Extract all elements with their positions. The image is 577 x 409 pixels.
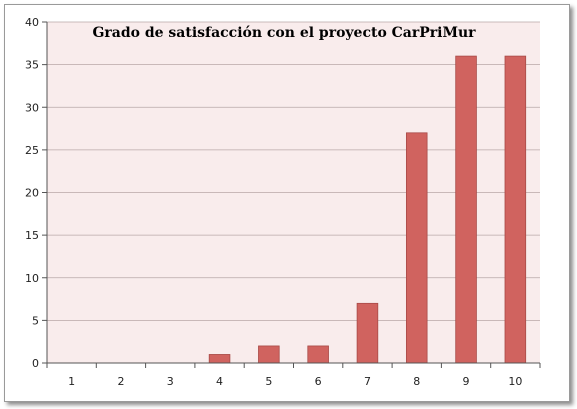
bar-4 [208,354,231,364]
x-tick-label: 7 [364,375,371,388]
chart-title: Grado de satisfacción con el proyecto Ca… [92,25,476,41]
x-tick-label: 5 [265,375,272,388]
bar-10 [504,55,527,364]
y-tick-label: 40 [25,16,39,29]
bar-9 [455,55,477,364]
x-tick-label: 8 [413,375,420,388]
x-tick-label: 2 [117,375,124,388]
y-tick-label: 15 [25,229,39,242]
y-tick-label: 0 [32,357,39,370]
x-tick-label: 4 [216,375,223,388]
x-tick-label: 6 [315,375,322,388]
y-tick-label: 20 [25,187,39,200]
y-tick-label: 25 [25,144,39,157]
x-axis-ticks: 1 2 3 4 5 6 7 8 9 10 [46,363,541,388]
y-tick-label: 10 [25,272,39,285]
x-tick-label: 9 [463,375,470,388]
y-axis-ticks: 0 5 10 15 20 25 30 35 40 [25,16,47,370]
bar-7 [356,302,379,364]
bar-6 [307,345,329,364]
y-tick-label: 30 [25,101,39,114]
bar-5 [258,345,280,364]
x-tick-label: 10 [508,375,522,388]
x-tick-label: 1 [68,375,75,388]
bar-8 [405,132,428,364]
x-tick-label: 3 [167,375,174,388]
y-tick-label: 35 [25,59,39,72]
y-tick-label: 5 [32,314,39,327]
